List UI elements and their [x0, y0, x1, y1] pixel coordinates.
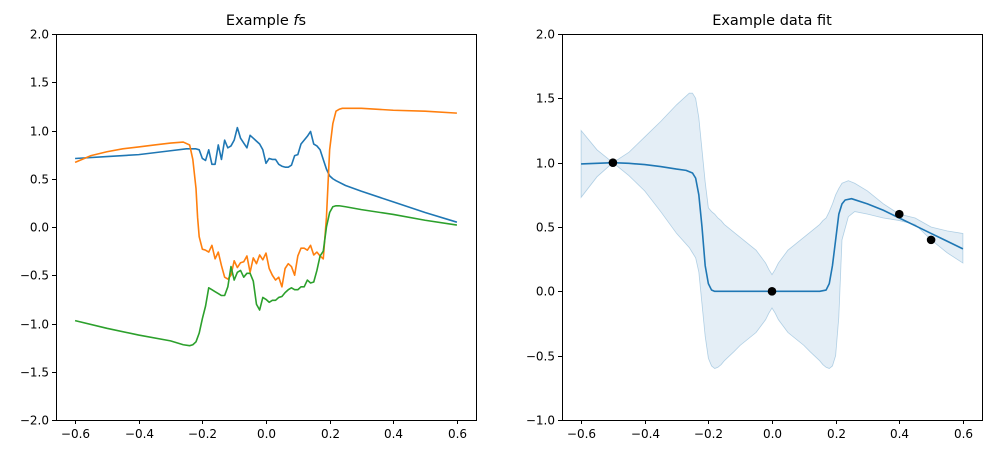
chart-title-italic: f — [293, 13, 300, 29]
series-line-1 — [581, 161, 964, 293]
y-tick-label: 1.5 — [30, 76, 49, 90]
y-tick-label: −1.0 — [526, 414, 555, 428]
y-tick-label: 0.0 — [30, 221, 49, 235]
series-line-1 — [75, 126, 458, 223]
right-plot-panel: −0.6 −0.4 −0.2 0.0 0.2 0.4 0.6 −1.0 −0.5 0.0 0.5 1.… — [526, 13, 983, 441]
y-tick-label: 2.0 — [30, 28, 49, 42]
y-tick-label: −0.5 — [526, 350, 555, 364]
y-tick-label: −2.0 — [20, 414, 49, 428]
plot-area — [74, 107, 458, 347]
y-tick-label: −1.5 — [20, 366, 49, 380]
series-line-2 — [74, 107, 457, 288]
x-tick-label: 0.0 — [257, 427, 276, 441]
x-tick-label: −0.6 — [61, 427, 90, 441]
series-line-3 — [74, 204, 458, 347]
x-tick-label: −0.4 — [125, 427, 154, 441]
x-tick-label: 0.4 — [384, 427, 403, 441]
y-tick-label: 1.0 — [30, 125, 49, 139]
axes-frame — [56, 34, 477, 421]
x-tick-label: 0.4 — [890, 427, 909, 441]
x-tick-label: 0.6 — [448, 427, 467, 441]
chart-title: Example fs — [226, 13, 306, 29]
data-point — [767, 287, 777, 296]
uncertainty-band — [580, 92, 964, 369]
x-tick-label: −0.4 — [631, 427, 660, 441]
y-tick-label: −0.5 — [20, 269, 49, 283]
left-plot-panel: −0.6 −0.4 −0.2 0.0 0.2 0.4 0.6 −2.0 −1.5 −1.0 −0.5… — [20, 13, 477, 441]
x-tick-label: 0.0 — [763, 427, 782, 441]
y-tick-label: 1.5 — [536, 92, 555, 106]
plot-area — [580, 92, 964, 369]
data-point — [608, 158, 618, 167]
data-point — [926, 235, 936, 245]
y-tick-label: 0.5 — [536, 221, 555, 235]
data-point — [894, 209, 904, 219]
x-tick-label: 0.6 — [954, 427, 973, 441]
x-tick-label: 0.2 — [827, 427, 846, 441]
x-tick-label: −0.6 — [567, 427, 596, 441]
chart-title-text: Example data fit — [712, 13, 832, 29]
chart-title: Example data fit — [712, 13, 832, 29]
chart-title-text: Example — [226, 13, 294, 29]
y-tick-label: −1.0 — [20, 318, 49, 332]
y-tick-label: 0.5 — [30, 173, 49, 187]
x-tick-label: −0.2 — [188, 427, 217, 441]
x-tick-label: 0.2 — [321, 427, 340, 441]
x-tick-label: −0.2 — [694, 427, 723, 441]
y-tick-label: 2.0 — [536, 28, 555, 42]
chart-title-suffix: s — [299, 13, 307, 29]
y-tick-label: 0.0 — [536, 285, 555, 299]
y-tick-label: 1.0 — [536, 157, 555, 171]
